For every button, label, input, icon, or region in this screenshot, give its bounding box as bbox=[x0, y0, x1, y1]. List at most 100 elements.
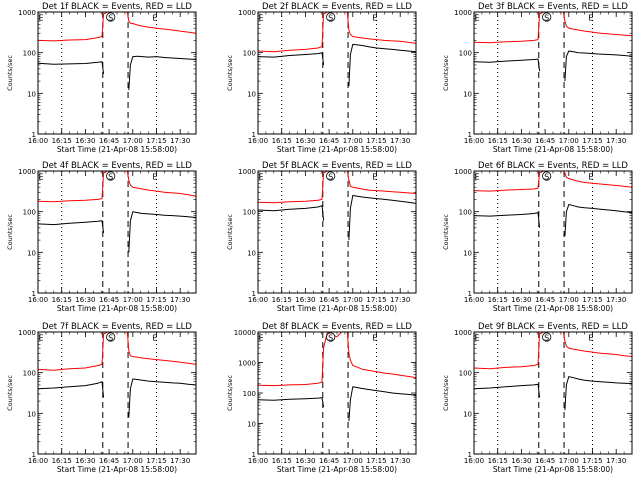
y-axis-label: Counts/sec bbox=[6, 55, 14, 91]
y-tick-label: 10 bbox=[27, 410, 36, 418]
annotation-e: E bbox=[588, 173, 593, 182]
x-tick-label: 17:15 bbox=[366, 296, 386, 304]
annotation-e: E bbox=[372, 14, 377, 23]
series-line-events bbox=[37, 378, 197, 418]
y-tick-label: 10 bbox=[463, 90, 472, 98]
y-tick-label: 100 bbox=[243, 390, 256, 398]
x-tick-label: 17:15 bbox=[582, 296, 602, 304]
chart-panel-6: Det 6f BLACK = Events, RED = LLD Counts/s… bbox=[442, 161, 633, 313]
x-tick-label: 17:15 bbox=[146, 457, 166, 465]
x-tick-label: 17:00 bbox=[559, 457, 579, 465]
annotation-s: S bbox=[544, 173, 549, 182]
y-tick-label: 1 bbox=[32, 451, 36, 459]
y-tick-label: 100 bbox=[459, 50, 472, 58]
saa-marker-circle bbox=[542, 171, 552, 181]
y-tick-label: 10 bbox=[463, 410, 472, 418]
plot-frame bbox=[473, 331, 633, 455]
x-tick-label: 17:30 bbox=[606, 296, 626, 304]
plot-frame bbox=[37, 11, 197, 135]
x-tick-label: 16:45 bbox=[535, 457, 555, 465]
chart-panel-5: Det 5f BLACK = Events, RED = LLD Counts/s… bbox=[226, 161, 417, 313]
y-tick-label: 1000 bbox=[454, 168, 472, 176]
y-axis-label: Counts/sec bbox=[442, 55, 450, 91]
saa-marker-circle bbox=[542, 12, 552, 22]
chart-title: Det 1f BLACK = Events, RED = LLD bbox=[42, 2, 192, 12]
annotation-s: S bbox=[328, 173, 333, 182]
series-line-events bbox=[257, 195, 417, 241]
y-tick-label: 1 bbox=[32, 131, 36, 139]
x-tick-label: 17:30 bbox=[170, 296, 190, 304]
y-tick-label: 100 bbox=[459, 370, 472, 378]
chart-title: Det 7f BLACK = Events, RED = LLD bbox=[42, 322, 192, 332]
chart-panel-2: Det 2f BLACK = Events, RED = LLD Counts/s… bbox=[226, 2, 417, 154]
y-tick-label: 10 bbox=[27, 249, 36, 257]
x-tick-label: 16:00 bbox=[248, 457, 268, 465]
y-tick-label: 1000 bbox=[238, 360, 256, 368]
x-tick-label: 16:00 bbox=[464, 457, 484, 465]
x-tick-label: 16:15 bbox=[488, 457, 508, 465]
x-tick-label: 17:30 bbox=[170, 137, 190, 145]
y-axis-label: Counts/sec bbox=[442, 375, 450, 411]
plot-frame bbox=[37, 331, 197, 455]
y-tick-label: 1000 bbox=[454, 329, 472, 337]
series-line-events bbox=[37, 55, 197, 91]
annotation-e: E bbox=[588, 14, 593, 23]
y-tick-label: 100 bbox=[23, 50, 36, 58]
x-tick-label: 17:15 bbox=[366, 457, 386, 465]
x-tick-label: 17:30 bbox=[390, 137, 410, 145]
x-axis-label: Start Time (21-Apr-08 15:58:00) bbox=[277, 304, 397, 313]
y-tick-label: 10 bbox=[247, 90, 256, 98]
chart-panel-1: Det 1f BLACK = Events, RED = LLD Counts/s… bbox=[6, 2, 197, 154]
chart-title: Det 2f BLACK = Events, RED = LLD bbox=[262, 2, 412, 12]
y-axis-label: Counts/sec bbox=[6, 214, 14, 250]
annotation-e: E bbox=[474, 334, 479, 343]
annotation-e: E bbox=[372, 173, 377, 182]
annotation-e: E bbox=[588, 334, 593, 343]
x-axis-label: Start Time (21-Apr-08 15:58:00) bbox=[277, 145, 397, 154]
x-tick-label: 16:45 bbox=[319, 296, 339, 304]
y-tick-label: 1000 bbox=[238, 168, 256, 176]
chart-panel-7: Det 7f BLACK = Events, RED = LLD Counts/s… bbox=[6, 322, 197, 474]
chart-title: Det 4f BLACK = Events, RED = LLD bbox=[42, 161, 192, 171]
annotation-e: E bbox=[152, 173, 157, 182]
x-tick-label: 16:45 bbox=[319, 457, 339, 465]
annotation-e: E bbox=[474, 14, 479, 23]
x-tick-label: 16:15 bbox=[272, 296, 292, 304]
x-tick-label: 16:45 bbox=[535, 137, 555, 145]
x-tick-label: 17:00 bbox=[559, 137, 579, 145]
x-tick-label: 16:00 bbox=[28, 457, 48, 465]
x-tick-label: 16:15 bbox=[52, 457, 72, 465]
x-axis-label: Start Time (21-Apr-08 15:58:00) bbox=[57, 304, 177, 313]
y-tick-label: 10000 bbox=[234, 329, 256, 337]
x-tick-label: 16:15 bbox=[272, 137, 292, 145]
saa-marker-circle bbox=[542, 332, 552, 342]
x-tick-label: 16:30 bbox=[75, 137, 95, 145]
x-tick-label: 16:15 bbox=[52, 137, 72, 145]
chart-title: Det 5f BLACK = Events, RED = LLD bbox=[262, 161, 412, 171]
annotation-e: E bbox=[258, 14, 263, 23]
x-tick-label: 16:00 bbox=[248, 296, 268, 304]
chart-panel-9: Det 9f BLACK = Events, RED = LLD Counts/s… bbox=[442, 322, 633, 474]
annotation-s: S bbox=[544, 334, 549, 343]
annotation-e: E bbox=[258, 173, 263, 182]
x-tick-label: 16:30 bbox=[75, 296, 95, 304]
x-tick-label: 16:30 bbox=[75, 457, 95, 465]
y-tick-label: 10 bbox=[247, 249, 256, 257]
x-tick-label: 17:30 bbox=[606, 457, 626, 465]
y-axis-label: Counts/sec bbox=[226, 375, 234, 411]
plot-frame bbox=[257, 11, 417, 135]
x-tick-label: 17:00 bbox=[123, 137, 143, 145]
y-axis-label: Counts/sec bbox=[442, 214, 450, 250]
saa-marker-circle bbox=[106, 332, 116, 342]
x-tick-label: 16:30 bbox=[295, 457, 315, 465]
y-tick-label: 1 bbox=[252, 131, 256, 139]
x-tick-label: 16:00 bbox=[28, 296, 48, 304]
annotation-s: S bbox=[108, 334, 113, 343]
y-tick-label: 100 bbox=[459, 209, 472, 217]
y-tick-label: 100 bbox=[23, 370, 36, 378]
annotation-s: S bbox=[328, 14, 333, 23]
y-tick-label: 1 bbox=[32, 290, 36, 298]
x-tick-label: 16:30 bbox=[295, 296, 315, 304]
y-tick-label: 1 bbox=[468, 451, 472, 459]
